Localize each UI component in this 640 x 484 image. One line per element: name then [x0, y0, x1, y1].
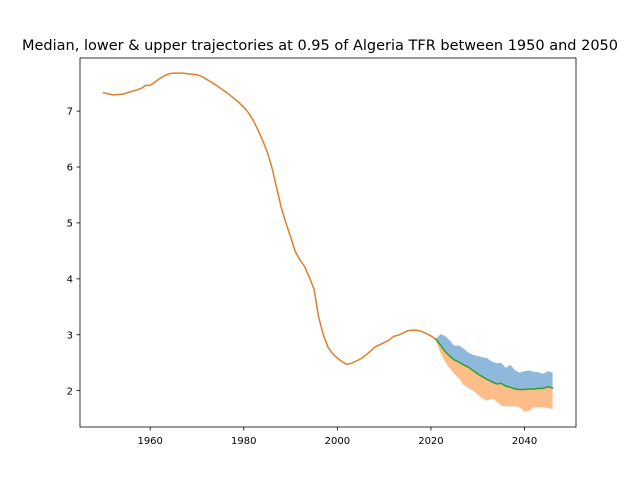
plot-area	[102, 72, 554, 412]
axes-frame	[79, 57, 577, 428]
series-group	[102, 72, 554, 412]
lower-band	[435, 339, 553, 412]
y-tick-label: 2	[67, 386, 73, 397]
y-tick-label: 3	[67, 330, 73, 341]
y-tick-label: 7	[67, 107, 73, 118]
y-tick-label: 6	[67, 163, 73, 174]
median-line	[434, 338, 554, 391]
historical-line	[102, 72, 437, 366]
upper-band	[435, 334, 553, 390]
x-tick-label: 2000	[325, 436, 350, 447]
chart-title: Median, lower & upper trajectories at 0.…	[22, 38, 618, 54]
x-tick-label: 2020	[418, 436, 443, 447]
x-tick-label: 1980	[231, 436, 256, 447]
x-tick-label: 1960	[137, 436, 162, 447]
y-tick-label: 4	[67, 274, 73, 285]
x-tick-label: 2040	[512, 436, 537, 447]
y-tick-label: 5	[67, 219, 73, 230]
axes: 1960 1980 2000 2020 2040 2 3 4 5 6 7	[67, 57, 577, 447]
